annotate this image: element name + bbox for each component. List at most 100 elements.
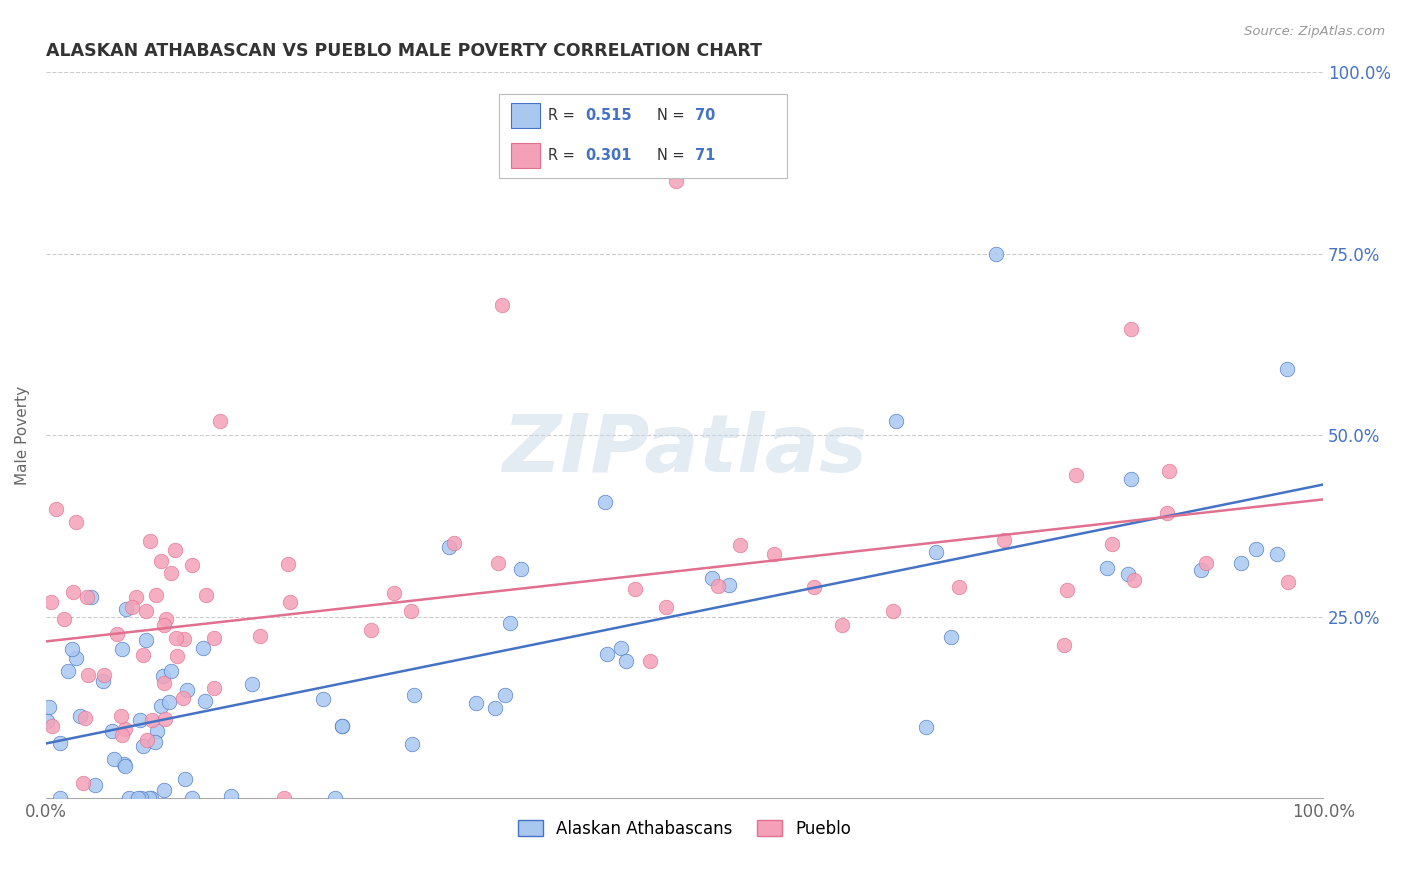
Point xyxy=(173,632,195,647)
Point xyxy=(993,533,1015,547)
Point xyxy=(153,783,176,797)
Point xyxy=(93,667,115,681)
Point xyxy=(163,543,186,558)
Point xyxy=(717,578,740,592)
Point xyxy=(464,696,486,710)
Point xyxy=(763,547,786,561)
Point xyxy=(273,791,295,805)
Point xyxy=(941,630,963,644)
Point xyxy=(111,728,134,742)
Point xyxy=(208,414,231,428)
Point xyxy=(103,752,125,766)
Point xyxy=(494,688,516,702)
Point xyxy=(1116,567,1139,582)
Point xyxy=(925,545,948,559)
Point xyxy=(1064,467,1087,482)
Point xyxy=(128,713,150,727)
Point xyxy=(1119,472,1142,486)
Point xyxy=(118,791,141,805)
Point xyxy=(1277,361,1299,376)
Point xyxy=(153,618,176,632)
Point xyxy=(132,648,155,662)
Point xyxy=(155,612,177,626)
Point xyxy=(172,690,194,705)
Point xyxy=(73,711,96,725)
Point xyxy=(202,631,225,645)
Point xyxy=(610,640,633,655)
Point xyxy=(65,650,87,665)
Point xyxy=(655,599,678,614)
Point xyxy=(149,699,172,714)
Point xyxy=(83,778,105,792)
Point xyxy=(402,688,425,702)
Point xyxy=(1156,506,1178,520)
Point xyxy=(165,631,187,645)
Point xyxy=(150,554,173,568)
Y-axis label: Male Poverty: Male Poverty xyxy=(15,385,30,485)
Point xyxy=(593,494,616,508)
Point xyxy=(914,720,936,734)
Point xyxy=(596,648,619,662)
Point xyxy=(1265,547,1288,561)
Point xyxy=(706,579,728,593)
Point xyxy=(728,538,751,552)
Point xyxy=(152,669,174,683)
Point xyxy=(437,541,460,555)
Point xyxy=(803,580,825,594)
Point xyxy=(41,719,63,733)
Point xyxy=(135,733,157,747)
Point xyxy=(194,694,217,708)
Point xyxy=(132,739,155,753)
Point xyxy=(948,580,970,594)
Point xyxy=(145,723,167,738)
Point xyxy=(1229,556,1251,570)
Point xyxy=(638,654,661,668)
Point xyxy=(159,664,181,678)
Point xyxy=(62,584,84,599)
Point xyxy=(1097,560,1119,574)
Point xyxy=(160,566,183,581)
Point xyxy=(114,722,136,736)
Point xyxy=(491,298,513,312)
Point xyxy=(401,738,423,752)
Point xyxy=(114,759,136,773)
Point xyxy=(1101,537,1123,551)
Point xyxy=(382,586,405,600)
Point xyxy=(135,633,157,648)
Point xyxy=(38,699,60,714)
Point xyxy=(194,588,217,602)
Point xyxy=(141,713,163,727)
Point xyxy=(145,735,167,749)
Point xyxy=(624,582,647,596)
Point xyxy=(105,627,128,641)
Point xyxy=(45,502,67,516)
Point xyxy=(139,791,162,805)
Point xyxy=(115,601,138,615)
Point xyxy=(121,599,143,614)
Point xyxy=(984,247,1007,261)
Point xyxy=(139,534,162,549)
Text: ALASKAN ATHABASCAN VS PUEBLO MALE POVERTY CORRELATION CHART: ALASKAN ATHABASCAN VS PUEBLO MALE POVERT… xyxy=(46,42,762,60)
Point xyxy=(76,590,98,604)
Point xyxy=(202,681,225,695)
Point xyxy=(65,515,87,529)
Point xyxy=(311,692,333,706)
Point xyxy=(35,714,58,728)
Point xyxy=(135,604,157,618)
Point xyxy=(1244,542,1267,557)
Point xyxy=(486,557,509,571)
Point xyxy=(277,558,299,572)
Point xyxy=(138,791,160,805)
Point xyxy=(499,616,522,631)
Point xyxy=(91,674,114,689)
Point xyxy=(153,712,176,726)
Point xyxy=(1056,583,1078,598)
Text: Source: ZipAtlas.com: Source: ZipAtlas.com xyxy=(1244,25,1385,38)
Point xyxy=(665,174,688,188)
Point xyxy=(360,624,382,638)
Point xyxy=(180,558,202,572)
Legend: Alaskan Athabascans, Pueblo: Alaskan Athabascans, Pueblo xyxy=(510,813,858,844)
Point xyxy=(1122,573,1144,587)
Point xyxy=(884,414,907,428)
Point xyxy=(882,604,904,618)
